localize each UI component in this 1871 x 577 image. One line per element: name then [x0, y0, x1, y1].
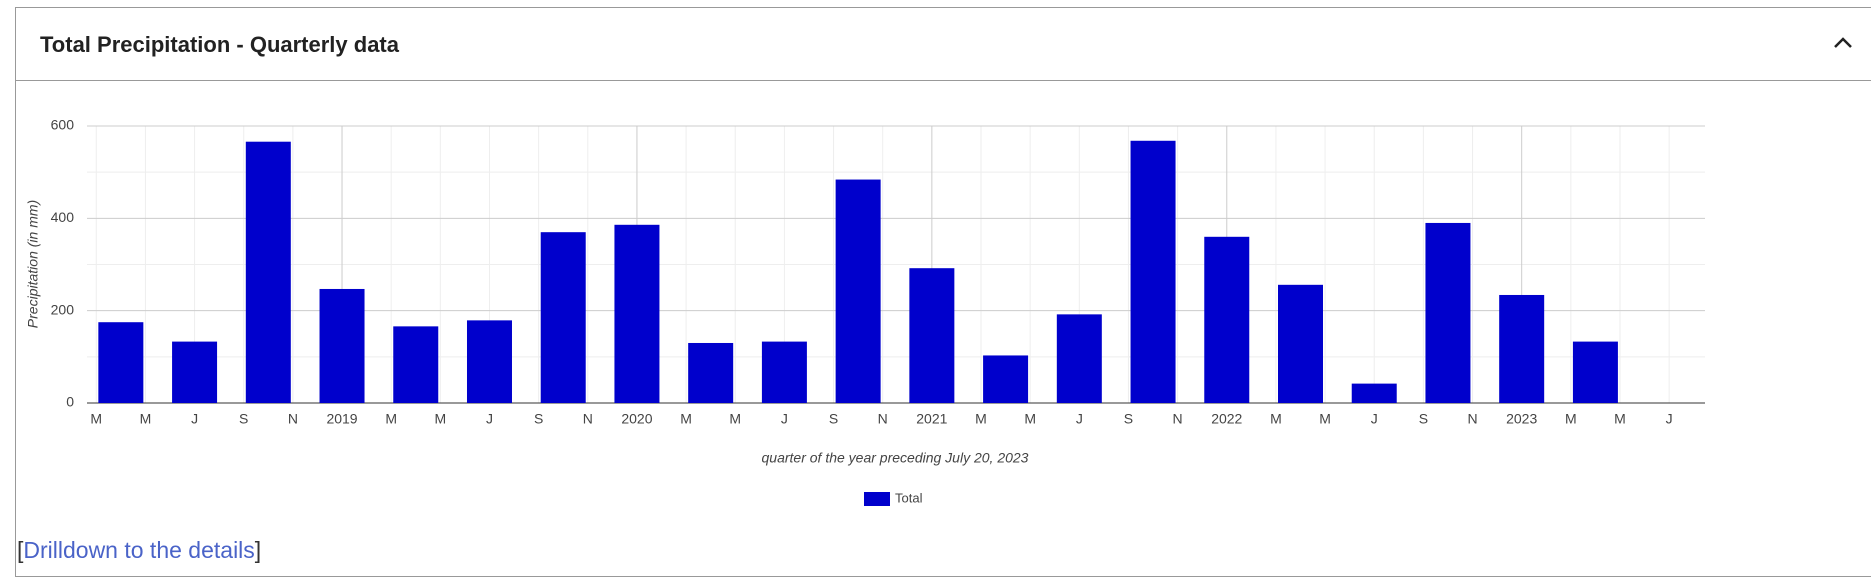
x-tick-label: 2023: [1506, 411, 1537, 427]
x-tick-label: M: [1270, 411, 1282, 427]
bar: [1130, 140, 1176, 404]
bar: [98, 322, 144, 403]
x-tick-label: N: [1467, 411, 1477, 427]
legend-swatch: [864, 492, 890, 506]
x-tick-label: M: [975, 411, 987, 427]
bar: [466, 320, 512, 403]
x-tick-label: 2019: [326, 411, 357, 427]
link[interactable]: Drilldown to the details: [23, 537, 255, 563]
bar: [983, 355, 1029, 403]
bar: [1351, 383, 1397, 403]
legend-label: Total: [895, 490, 923, 505]
x-tick-label: 2021: [916, 411, 947, 427]
y-tick-label: 400: [51, 209, 75, 225]
x-tick-label: M: [1565, 411, 1577, 427]
bar: [245, 141, 291, 404]
page: {"header": {"title": "Total Precipitatio…: [15, 7, 1871, 577]
x-tick-label: J: [781, 411, 788, 427]
x-tick-label: S: [239, 411, 248, 427]
x-tick-label: 2022: [1211, 411, 1242, 427]
x-tick-label: N: [1173, 411, 1183, 427]
bracket: [: [17, 537, 24, 563]
bar: [319, 288, 365, 403]
x-tick-label: S: [1124, 411, 1133, 427]
y-tick-label: 0: [66, 394, 74, 410]
bar: [688, 342, 734, 403]
bracket: ]: [254, 537, 262, 563]
x-tick-label: M: [729, 411, 741, 427]
bar: [614, 224, 660, 403]
x-tick-label: J: [1076, 411, 1083, 427]
bar: [1204, 236, 1250, 403]
x-axis-title: quarter of the year preceding July 20, 2…: [762, 450, 1029, 466]
x-tick-label: S: [1419, 411, 1428, 427]
x-tick-label: M: [1319, 411, 1331, 427]
bar: [540, 232, 586, 403]
collapse-icon[interactable]: [1830, 30, 1856, 56]
bar: [909, 268, 955, 403]
x-tick-label: J: [191, 411, 198, 427]
panel-title: Total Precipitation - Quarterly data: [40, 32, 399, 57]
bar: [761, 341, 807, 403]
x-tick-label: M: [680, 411, 692, 427]
y-axis-title: Precipitation (in mm): [25, 200, 41, 328]
x-tick-label: S: [829, 411, 838, 427]
x-tick-label: M: [385, 411, 397, 427]
x-tick-label: M: [1614, 411, 1626, 427]
bar: [1499, 294, 1545, 403]
x-tick-label: N: [878, 411, 888, 427]
bar: [172, 341, 218, 403]
x-tick-label: J: [1371, 411, 1378, 427]
bar: [1278, 284, 1323, 403]
bar: [1425, 222, 1471, 403]
panel-header[interactable]: [15, 7, 1871, 81]
bar: [835, 179, 881, 403]
x-tick-label: M: [434, 411, 446, 427]
y-tick-label: 600: [51, 117, 75, 133]
x-tick-label: M: [90, 411, 102, 427]
x-tick-label: J: [486, 411, 493, 427]
y-tick-label: 200: [51, 301, 75, 317]
drilldown-link: [Drilldown to the details]: [17, 537, 261, 564]
x-tick-label: 2020: [621, 411, 652, 427]
x-tick-label: M: [140, 411, 152, 427]
bar: [1056, 314, 1102, 403]
x-tick-label: N: [583, 411, 593, 427]
x-tick-label: N: [288, 411, 298, 427]
chart: quarter of the year preceding July 20, 2…: [25, 117, 1705, 506]
x-tick-label: J: [1666, 411, 1673, 427]
x-tick-label: S: [534, 411, 543, 427]
bar: [393, 326, 439, 403]
x-tick-label: M: [1024, 411, 1036, 427]
bar: [1572, 341, 1618, 403]
